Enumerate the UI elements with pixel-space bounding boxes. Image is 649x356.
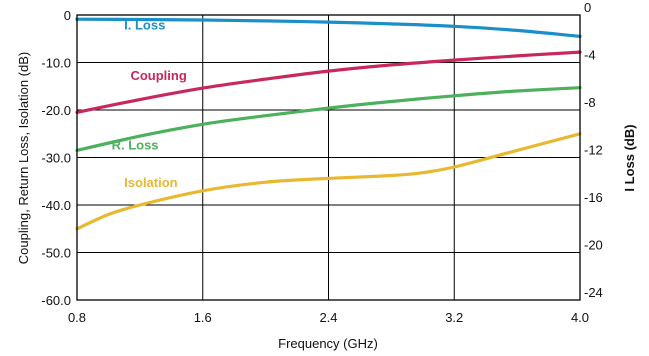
series-label-isolation: Isolation <box>124 175 178 190</box>
series-line-isolation <box>75 132 582 231</box>
y2-tick-label: -20 <box>584 238 603 253</box>
y-tick-label: -40.0 <box>41 198 71 213</box>
grid <box>77 15 580 300</box>
x-tick-label: 1.6 <box>194 310 212 325</box>
x-tick-labels: 0.8 1.6 2.4 3.2 4.0 <box>68 310 589 325</box>
series-line-r-loss <box>75 86 582 152</box>
y2-tick-label: -12 <box>584 143 603 158</box>
series-lines <box>75 17 582 231</box>
plot-frame <box>76 14 581 301</box>
series-line-i-loss <box>75 17 582 38</box>
y2-tick-label: -16 <box>584 190 603 205</box>
series-line-coupling <box>75 50 582 114</box>
y2-tick-label: -8 <box>584 95 596 110</box>
y2-tick-label: 0 <box>584 0 591 15</box>
x-tick-label: 2.4 <box>319 310 337 325</box>
y-tick-label: -60.0 <box>41 293 71 308</box>
y-tick-label: -30.0 <box>41 151 71 166</box>
x-tick-label: 3.2 <box>445 310 463 325</box>
y-tick-label: -50.0 <box>41 246 71 261</box>
y-tick-labels: 0 -10.0 -20.0 -30.0 -40.0 -50.0 -60.0 <box>41 8 71 308</box>
y-tick-label: 0 <box>64 8 71 23</box>
y2-tick-labels: 0 -4 -8 -12 -16 -20 -24 <box>584 0 603 300</box>
x-tick-label: 0.8 <box>68 310 86 325</box>
x-tick-label: 4.0 <box>571 310 589 325</box>
y2-tick-label: -4 <box>584 48 596 63</box>
series-label-r-loss: R. Loss <box>112 137 159 152</box>
x-axis-title: Frequency (GHz) <box>278 336 378 351</box>
y2-tick-label: -24 <box>584 285 603 300</box>
series-labels: I. Loss Coupling R. Loss Isolation <box>112 17 187 190</box>
series-label-coupling: Coupling <box>130 68 186 83</box>
series-label-i-loss: I. Loss <box>124 17 165 32</box>
y-tick-label: -10.0 <box>41 56 71 71</box>
y-tick-label: -20.0 <box>41 103 71 118</box>
y2-axis-title: I Loss (dB) <box>622 124 637 191</box>
y-axis-title: Coupling, Return Loss, Isolation (dB) <box>16 52 31 264</box>
